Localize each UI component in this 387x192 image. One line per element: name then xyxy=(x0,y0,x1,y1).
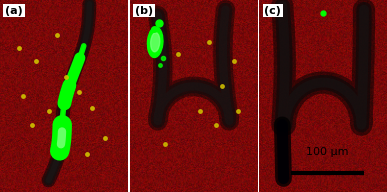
Ellipse shape xyxy=(147,27,163,57)
Ellipse shape xyxy=(151,33,160,52)
Text: 100 μm: 100 μm xyxy=(307,147,349,157)
Text: (b): (b) xyxy=(135,6,153,16)
Text: (c): (c) xyxy=(264,6,281,16)
Text: (a): (a) xyxy=(5,6,23,16)
